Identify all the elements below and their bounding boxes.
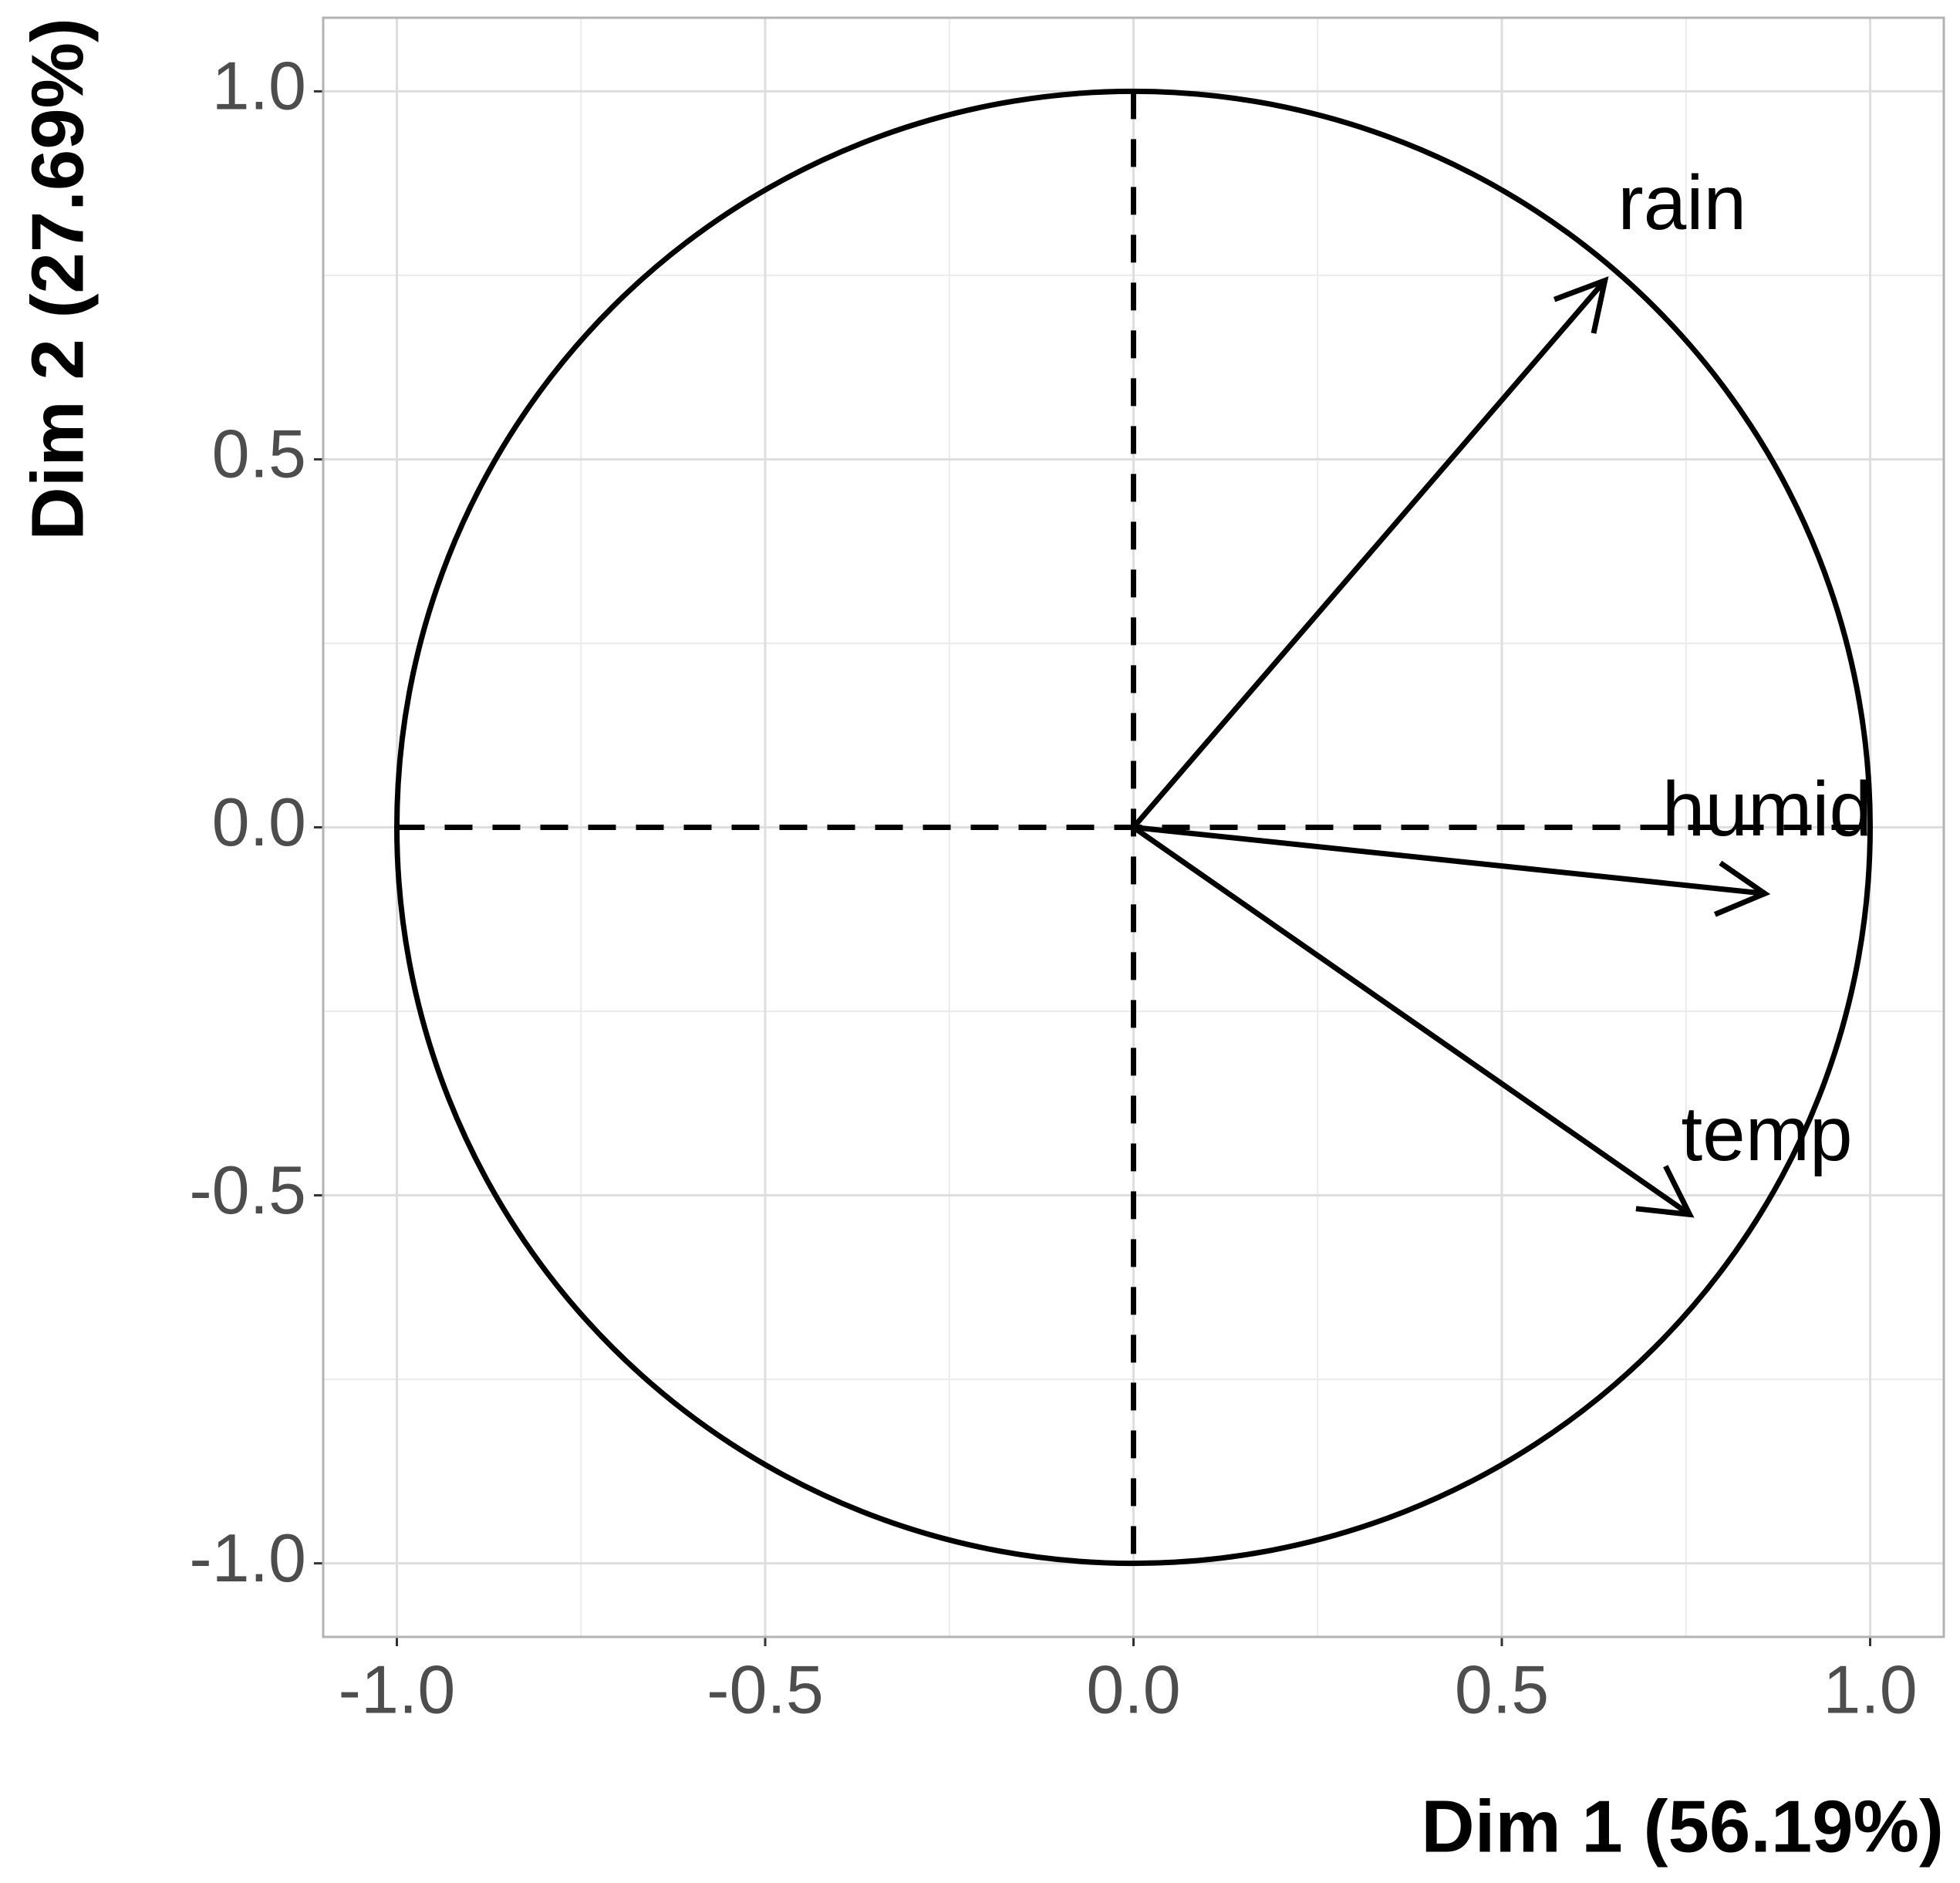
y-tick-label: -1.0 bbox=[189, 1520, 306, 1596]
arrow-head bbox=[1635, 1165, 1695, 1218]
x-tick-label: -0.5 bbox=[707, 1651, 824, 1727]
variable-label: humid bbox=[1662, 766, 1872, 852]
arrow-shaft bbox=[1132, 825, 1692, 1217]
y-tick-label: -0.5 bbox=[189, 1152, 306, 1228]
variable-label: temp bbox=[1681, 1091, 1852, 1177]
arrow-head bbox=[1713, 860, 1771, 917]
x-tick-label: 0.0 bbox=[1086, 1651, 1180, 1727]
y-tick-label: 0.0 bbox=[212, 784, 306, 860]
arrow-shaft bbox=[1131, 278, 1607, 829]
x-tick-label: 0.5 bbox=[1455, 1651, 1549, 1727]
arrow-head bbox=[1553, 276, 1609, 334]
panel-border bbox=[322, 16, 1945, 1638]
x-tick-label: 1.0 bbox=[1823, 1651, 1917, 1727]
y-axis-title: Dim 2 (27.69%) bbox=[16, 18, 99, 541]
arrow-shaft bbox=[1133, 825, 1766, 896]
y-tick-label: 1.0 bbox=[212, 48, 306, 124]
x-tick-label: -1.0 bbox=[339, 1651, 456, 1727]
x-axis-title: Dim 1 (56.19%) bbox=[1421, 1785, 1944, 1868]
variable-label: rain bbox=[1618, 160, 1746, 246]
y-tick-label: 0.5 bbox=[212, 416, 306, 492]
